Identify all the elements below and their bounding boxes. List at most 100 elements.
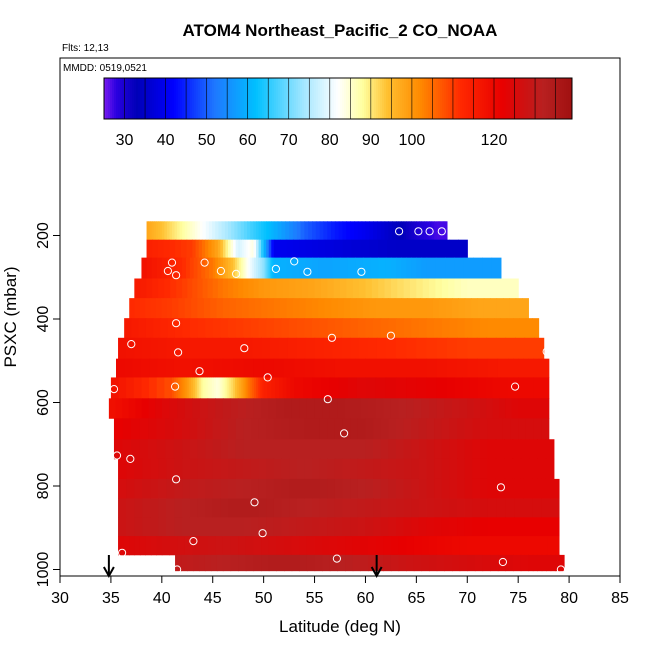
heatmap-cell <box>273 257 281 279</box>
observation-point <box>498 557 507 567</box>
observation-point <box>340 429 349 438</box>
heatmap-cell <box>388 478 397 499</box>
heatmap-cell <box>266 239 270 259</box>
colorbar-cell <box>526 78 529 119</box>
colorbar-cell <box>456 78 459 119</box>
heatmap-cell <box>388 517 397 537</box>
heatmap-cell <box>242 298 249 319</box>
heatmap-cell <box>235 439 244 460</box>
heatmap-cell <box>211 239 216 259</box>
heatmap-cell <box>357 498 367 518</box>
heatmap-cell <box>491 257 502 279</box>
colorbar-cell <box>388 78 391 119</box>
heatmap-cell <box>411 478 420 499</box>
heatmap-cell <box>261 239 265 259</box>
heatmap-cell <box>228 517 237 537</box>
heatmap-cell <box>398 221 402 241</box>
heatmap-cell <box>480 458 489 480</box>
heatmap-cell <box>496 298 504 319</box>
heatmap-cell <box>233 358 244 378</box>
heatmap-cell <box>235 478 244 499</box>
heatmap-cell <box>459 536 468 556</box>
heatmap-cell <box>182 439 191 460</box>
heatmap-cell <box>289 498 298 518</box>
colorbar-cell <box>464 78 467 119</box>
heatmap-cell <box>287 337 298 360</box>
heatmap-cell <box>238 278 244 299</box>
heatmap-cell <box>304 418 313 440</box>
heatmap-cell <box>259 257 263 279</box>
heatmap-cell <box>350 418 359 440</box>
heatmap-cell <box>266 517 275 537</box>
heatmap-cell <box>250 257 253 279</box>
heatmap-cell <box>500 318 508 339</box>
heatmap-cell <box>254 257 257 279</box>
heatmap-cell <box>191 298 199 319</box>
heatmap-cell <box>388 498 397 518</box>
heatmap-cell <box>196 377 200 399</box>
heatmap-cell <box>284 554 293 572</box>
heatmap-cell <box>396 439 405 460</box>
heatmap-cell <box>537 554 543 572</box>
heatmap-cell <box>541 398 546 419</box>
heatmap-cell <box>329 398 339 419</box>
chart-title: ATOM4 Northeast_Pacific_2 CO_NOAA <box>183 21 498 40</box>
heatmap-cell <box>152 221 155 241</box>
observation-point <box>173 565 182 574</box>
heatmap-cell <box>426 337 438 360</box>
heatmap-cell <box>272 257 275 279</box>
heatmap-cell <box>174 318 183 339</box>
colorbar-cell <box>232 78 235 119</box>
heatmap-cell <box>459 398 468 419</box>
x-tick-label: 80 <box>560 590 578 607</box>
x-tick-label: 60 <box>357 590 375 607</box>
heatmap-cell <box>411 257 417 279</box>
heatmap-cell <box>248 278 255 299</box>
heatmap-cell <box>166 458 175 480</box>
colorbar-cell <box>342 78 345 119</box>
heatmap-cell <box>202 278 209 299</box>
heatmap-cell <box>189 377 192 399</box>
colorbar-cell <box>444 78 447 119</box>
heatmap-cell <box>343 298 351 319</box>
heatmap-cell <box>275 377 280 399</box>
heatmap-cell <box>312 478 321 499</box>
heatmap-cell <box>160 318 169 339</box>
colorbar-cell <box>568 78 571 119</box>
heatmap-cell <box>494 318 501 339</box>
heatmap-cell <box>380 498 389 518</box>
heatmap-cell <box>537 439 547 460</box>
heatmap-cell <box>296 221 302 241</box>
heatmap-cell <box>441 278 449 299</box>
heatmap-cell <box>247 239 251 259</box>
colorbar-cell <box>302 78 305 119</box>
heatmap-cell <box>243 478 252 499</box>
colorbar-cell <box>150 78 153 119</box>
heatmap-cell <box>240 239 243 259</box>
heatmap-cell <box>441 478 451 499</box>
colorbar-cell <box>436 78 439 119</box>
heatmap-cell <box>276 278 284 299</box>
colorbar-cell <box>354 78 357 119</box>
heatmap-cell <box>304 318 313 339</box>
heatmap-cell <box>524 337 535 360</box>
heatmap-cell <box>155 398 163 419</box>
heatmap-cell <box>327 517 336 537</box>
heatmap-cell <box>436 536 445 556</box>
heatmap-cell <box>292 257 300 279</box>
heatmap-cell <box>380 517 389 537</box>
heatmap-cell <box>520 458 530 480</box>
heatmap-cell <box>390 398 400 419</box>
colorbar-cell <box>292 78 295 119</box>
heatmap-cell <box>457 439 466 460</box>
observation-point <box>109 385 119 394</box>
heatmap-cell <box>197 418 206 440</box>
heatmap-cell <box>357 418 367 440</box>
heatmap-cell <box>416 278 424 299</box>
heatmap-cell <box>467 554 476 572</box>
heatmap-cell <box>357 318 367 339</box>
colorbar-cell <box>242 78 245 119</box>
heatmap-cell <box>464 478 473 499</box>
y-axis: 200 400 600 800 1000 <box>35 222 60 587</box>
heatmap-cell <box>192 278 199 299</box>
